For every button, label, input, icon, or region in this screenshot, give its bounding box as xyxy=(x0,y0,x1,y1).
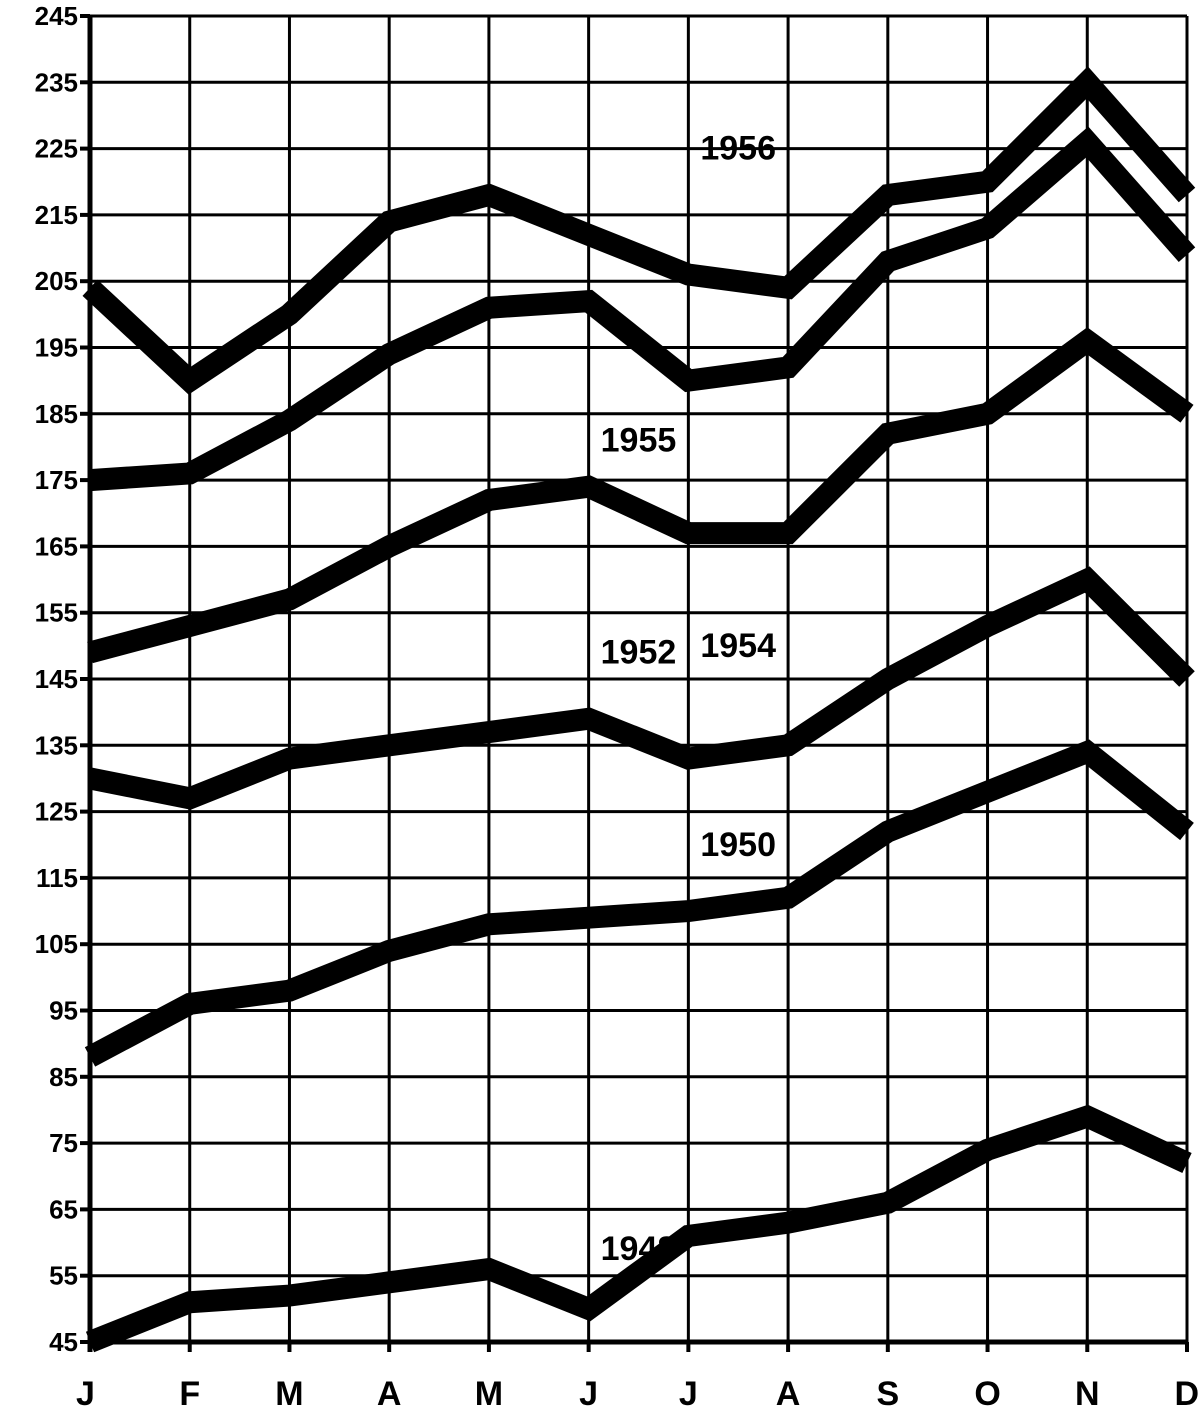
x-tick-label: F xyxy=(179,1375,200,1413)
series-lines xyxy=(82,66,1196,1353)
y-tick-label: 95 xyxy=(49,996,78,1026)
x-tick-label: A xyxy=(776,1375,801,1413)
y-tick-label: 85 xyxy=(49,1062,78,1092)
x-tick-label: O xyxy=(974,1375,1000,1413)
y-tick-label: 55 xyxy=(49,1261,78,1291)
series-line-0 xyxy=(82,66,1196,395)
x-tick-label: J xyxy=(679,1375,698,1413)
series-line-3 xyxy=(87,566,1195,810)
series-line-4 xyxy=(84,739,1194,1067)
series-labels: 1956 1955 1954 1952 1950 1948 xyxy=(601,130,776,1269)
series-label: 1948 xyxy=(601,1230,677,1268)
axes xyxy=(80,14,1189,1352)
y-tick-label: 125 xyxy=(35,797,78,827)
x-tick-label: A xyxy=(377,1375,402,1413)
y-tick-label: 205 xyxy=(35,266,78,296)
y-tick-labels: 45 55 65 75 85 95 105 115 125 135 145 155 165 175 185 1… xyxy=(35,1,78,1357)
series-label: 1950 xyxy=(700,826,776,864)
y-tick-label: 215 xyxy=(35,200,78,230)
y-tick-label: 235 xyxy=(35,67,78,97)
series-line-5 xyxy=(85,1104,1192,1353)
x-tick-label: N xyxy=(1075,1375,1100,1413)
y-tick-label: 75 xyxy=(49,1128,78,1158)
x-tick-label: D xyxy=(1174,1375,1199,1413)
y-tick-label: 105 xyxy=(35,929,78,959)
series-label: 1955 xyxy=(601,421,677,459)
y-tick-label: 45 xyxy=(49,1327,78,1357)
y-tick-label: 145 xyxy=(35,664,78,694)
y-tick-label: 225 xyxy=(35,134,78,164)
series-label: 1956 xyxy=(700,130,776,168)
y-tick-label: 185 xyxy=(35,399,78,429)
series-label: 1954 xyxy=(700,627,776,665)
y-tick-label: 245 xyxy=(35,1,78,31)
x-tick-label: J xyxy=(579,1375,598,1413)
series-line-2 xyxy=(87,327,1194,664)
series-line-1 xyxy=(89,126,1196,492)
y-tick-label: 115 xyxy=(36,863,78,893)
x-tick-label: M xyxy=(475,1375,503,1413)
y-tick-label: 175 xyxy=(35,465,78,495)
y-tick-label: 135 xyxy=(35,730,78,760)
x-tick-label: S xyxy=(876,1375,899,1413)
series-label: 1952 xyxy=(601,633,677,671)
x-tick-label: J xyxy=(76,1375,95,1413)
y-tick-label: 195 xyxy=(35,333,78,363)
x-tick-label: M xyxy=(275,1375,303,1413)
y-tick-label: 155 xyxy=(35,598,78,628)
y-tick-label: 65 xyxy=(49,1194,78,1224)
y-tick-label: 165 xyxy=(35,531,78,561)
